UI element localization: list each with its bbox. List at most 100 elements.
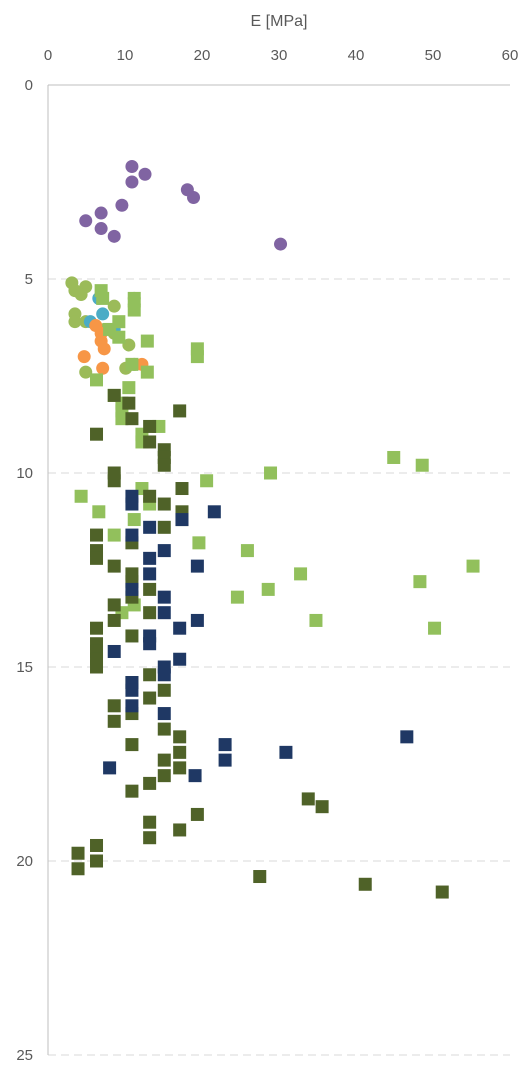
data-point	[157, 707, 171, 721]
data-point	[315, 800, 329, 814]
data-point	[92, 505, 106, 519]
data-point	[143, 831, 157, 845]
data-point	[143, 520, 157, 534]
data-point	[157, 606, 171, 620]
data-point	[157, 722, 171, 736]
data-point	[157, 683, 171, 697]
y-tick-label: 10	[16, 465, 33, 482]
data-point	[107, 714, 121, 728]
data-point	[413, 575, 427, 589]
data-point	[143, 668, 157, 682]
data-point	[143, 691, 157, 705]
data-point	[157, 668, 171, 682]
data-point	[107, 474, 121, 488]
data-point	[157, 753, 171, 767]
data-point	[143, 435, 157, 449]
x-tick-label: 10	[117, 47, 134, 64]
data-point	[261, 582, 275, 596]
data-point	[190, 350, 204, 364]
data-point	[143, 637, 157, 651]
y-tick-label: 20	[16, 853, 33, 870]
data-point	[125, 412, 139, 426]
data-point	[71, 846, 85, 860]
data-point	[173, 823, 187, 837]
data-point	[143, 551, 157, 565]
data-point	[173, 621, 187, 635]
data-point	[90, 660, 104, 674]
data-point	[96, 361, 110, 375]
data-point	[140, 334, 154, 348]
x-tick-label: 20	[194, 47, 211, 64]
data-points	[65, 159, 480, 899]
gridlines	[48, 278, 510, 1056]
data-point	[188, 769, 202, 783]
series-5	[71, 388, 449, 899]
data-point	[122, 381, 136, 395]
data-point	[387, 450, 401, 464]
data-point	[90, 427, 104, 441]
data-point	[230, 590, 244, 604]
data-point	[143, 776, 157, 790]
data-point	[107, 598, 121, 612]
y-tick-label: 25	[16, 1047, 33, 1064]
data-point	[125, 528, 139, 542]
data-point	[138, 167, 152, 181]
data-point	[173, 652, 187, 666]
data-point	[207, 505, 221, 519]
x-tick-label: 40	[348, 47, 365, 64]
data-point	[107, 644, 121, 658]
data-point	[107, 528, 121, 542]
data-point	[192, 536, 206, 550]
data-point	[309, 613, 323, 627]
data-point	[90, 621, 104, 635]
data-point	[175, 482, 189, 496]
data-point	[127, 513, 141, 527]
data-point	[107, 559, 121, 573]
data-point	[173, 761, 187, 775]
series-0	[79, 159, 288, 251]
data-point	[90, 373, 104, 387]
data-point	[274, 237, 288, 251]
data-point	[127, 291, 141, 305]
data-point	[415, 458, 429, 472]
data-point	[125, 699, 139, 713]
data-point	[103, 761, 117, 775]
axes	[47, 84, 510, 1055]
y-tick-label: 15	[16, 659, 33, 676]
data-point	[428, 621, 442, 635]
data-point	[435, 885, 449, 899]
data-point	[77, 350, 91, 364]
data-point	[74, 489, 88, 503]
data-point	[157, 497, 171, 511]
data-point	[122, 396, 136, 410]
data-point	[173, 404, 187, 418]
series-4	[74, 284, 480, 635]
data-point	[200, 474, 214, 488]
data-point	[157, 590, 171, 604]
data-point	[74, 288, 88, 302]
data-point	[187, 191, 201, 205]
data-point	[253, 870, 267, 884]
data-point	[125, 629, 139, 643]
data-point	[143, 815, 157, 829]
data-point	[115, 198, 129, 212]
data-point	[143, 582, 157, 596]
data-point	[71, 862, 85, 876]
data-point	[122, 338, 136, 352]
data-point	[112, 330, 126, 344]
series-6	[103, 489, 414, 783]
x-tick-label: 0	[44, 47, 52, 64]
data-point	[107, 613, 121, 627]
data-point	[218, 753, 232, 767]
tick-labels: 0 10 20 30 40 50 60 0 5 10 15 20 25	[16, 47, 518, 1064]
data-point	[143, 606, 157, 620]
data-point	[301, 792, 315, 806]
data-point	[115, 412, 129, 426]
data-point	[97, 342, 111, 356]
data-point	[107, 699, 121, 713]
data-point	[466, 559, 480, 573]
data-point	[127, 303, 141, 317]
data-point	[190, 807, 204, 821]
data-point	[96, 307, 110, 321]
data-point	[264, 466, 278, 480]
